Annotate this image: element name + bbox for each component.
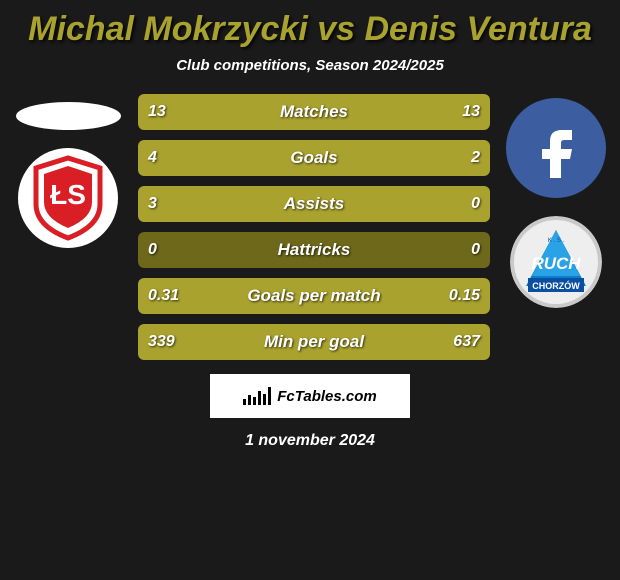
club-badge-right: RUCH CHORZÓW K . S . <box>510 216 602 308</box>
stat-value-left: 13 <box>148 103 166 121</box>
stat-value-right: 0 <box>471 241 480 259</box>
svg-text:K . S .: K . S . <box>548 238 565 244</box>
player-photo-placeholder-left <box>16 102 121 130</box>
ruch-chorzow-icon: RUCH CHORZÓW K . S . <box>510 216 602 308</box>
stat-value-right: 2 <box>471 149 480 167</box>
svg-text:ŁS: ŁS <box>50 179 86 210</box>
stat-label: Goals per match <box>138 286 490 306</box>
stat-value-right: 13 <box>462 103 480 121</box>
stat-label: Min per goal <box>138 332 490 352</box>
stat-value-right: 637 <box>453 333 480 351</box>
main-row: ŁS Matches1313Goals42Assists30Hattricks0… <box>8 94 612 360</box>
stat-bar: Min per goal339 637 <box>138 324 490 360</box>
stat-bar: Assists3 0 <box>138 186 490 222</box>
stat-value-right: 0 <box>471 195 480 213</box>
attribution-text: FcTables.com <box>277 388 376 405</box>
lks-lodz-icon: ŁS <box>28 154 108 242</box>
stat-bar: Hattricks0 0 <box>138 232 490 268</box>
stat-bar: Goals4 2 <box>138 140 490 176</box>
stat-label: Hattricks <box>138 240 490 260</box>
stat-value-right: 0.15 <box>449 287 480 305</box>
stat-value-left: 0 <box>148 241 157 259</box>
date-text: 1 november 2024 <box>8 432 612 450</box>
page-title: Michal Mokrzycki vs Denis Ventura <box>8 10 612 49</box>
stat-value-left: 3 <box>148 195 157 213</box>
svg-text:CHORZÓW: CHORZÓW <box>532 280 580 291</box>
attribution-badge: FcTables.com <box>210 374 410 418</box>
facebook-f-icon <box>526 118 586 178</box>
stat-value-left: 0.31 <box>148 287 179 305</box>
page-subtitle: Club competitions, Season 2024/2025 <box>8 57 612 74</box>
bars-icon <box>243 387 271 405</box>
comparison-card: Michal Mokrzycki vs Denis Ventura Club c… <box>0 0 620 460</box>
stat-label: Goals <box>138 148 490 168</box>
facebook-icon <box>506 98 606 198</box>
stat-bar: Matches13 13 <box>138 94 490 130</box>
stat-label: Matches <box>138 102 490 122</box>
stat-value-left: 339 <box>148 333 175 351</box>
club-badge-left: ŁS <box>18 148 118 248</box>
left-column: ŁS <box>8 94 128 248</box>
right-column: RUCH CHORZÓW K . S . <box>500 94 612 308</box>
svg-text:RUCH: RUCH <box>531 254 581 273</box>
stat-bar: Goals per match0.31 0.15 <box>138 278 490 314</box>
stats-column: Matches1313Goals42Assists30Hattricks00Go… <box>138 94 490 360</box>
stat-label: Assists <box>138 194 490 214</box>
stat-value-left: 4 <box>148 149 157 167</box>
